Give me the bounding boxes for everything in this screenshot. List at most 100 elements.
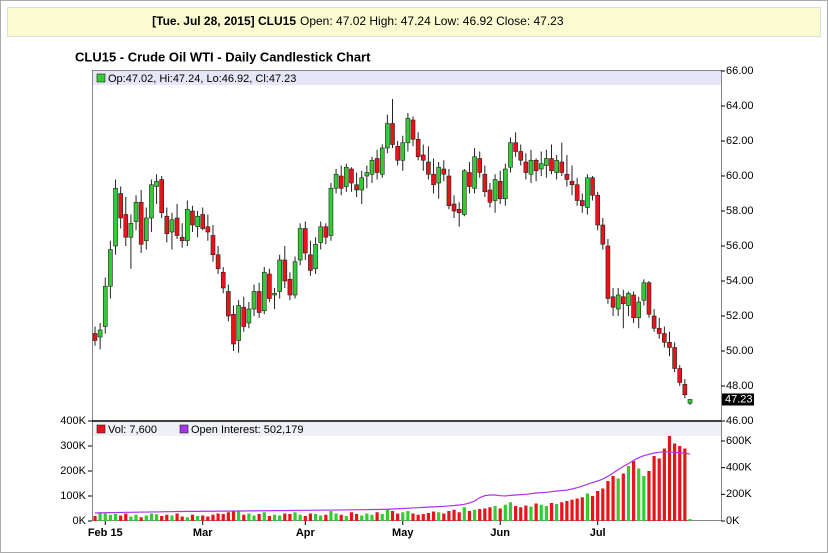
candle-body <box>467 172 472 187</box>
candle-body <box>118 193 123 219</box>
quote-banner <box>7 7 821 37</box>
volume-bar <box>185 517 189 521</box>
volume-bar <box>673 443 677 521</box>
candle-body <box>631 294 636 319</box>
volume-bar <box>411 513 415 521</box>
candle-body <box>636 301 642 319</box>
volume-bar <box>365 513 369 521</box>
candle-body <box>210 235 216 256</box>
y-tick-label: 66.00 <box>726 65 754 77</box>
candle-body <box>344 166 349 187</box>
candle-body <box>605 245 611 299</box>
candle-body <box>477 158 482 173</box>
price-legend: Op:47.02, Hi:47.24, Lo:46.92, Cl:47.23 <box>108 73 296 85</box>
volume-bar <box>457 512 461 521</box>
volume-bar <box>303 516 307 521</box>
volume-bar <box>585 493 590 521</box>
candle-body <box>544 158 549 166</box>
candle-body <box>574 184 580 201</box>
candle-body <box>451 203 457 212</box>
volume-bar <box>426 513 431 521</box>
legend-swatch <box>96 424 106 434</box>
y2-tick-label: 0K <box>726 515 740 527</box>
candle-body <box>128 222 134 238</box>
volume-bar <box>642 476 646 521</box>
candle-body <box>621 296 626 305</box>
candle-body <box>482 173 488 193</box>
x-tick-label: May <box>392 527 414 539</box>
candle-body <box>385 123 390 149</box>
volume-bar <box>467 511 472 521</box>
legend-entry: Open Interest: 502,179 <box>191 424 304 436</box>
candle-body <box>113 187 118 247</box>
volume-bar <box>667 436 672 521</box>
volume-bar <box>319 515 323 521</box>
legend-entry: Vol: 7,600 <box>108 424 157 436</box>
candle-body <box>297 228 303 261</box>
candle-body <box>549 158 554 172</box>
candle-body <box>641 282 647 301</box>
candle-body <box>523 161 529 173</box>
volume-bar <box>637 468 641 521</box>
y2-tick-label: 200K <box>726 488 752 500</box>
volume-bar <box>247 513 251 521</box>
volume-bar <box>308 513 313 521</box>
volume-bar <box>385 509 389 521</box>
open-interest-line <box>94 451 691 514</box>
candle-body <box>328 187 334 236</box>
volume-bar <box>442 513 446 521</box>
volume-bar <box>462 507 466 521</box>
volume-bar <box>406 511 410 521</box>
candle-body <box>123 214 129 238</box>
volume-bar <box>354 514 359 521</box>
candle-body <box>92 333 98 341</box>
candle-body <box>318 226 323 243</box>
volume-bar <box>201 515 205 521</box>
volume-bar <box>124 513 128 521</box>
volume-bar <box>262 512 266 521</box>
candle-body <box>487 189 493 203</box>
volume-bar <box>488 507 492 521</box>
volume-bar <box>103 513 107 521</box>
volume-bar <box>216 513 220 521</box>
volume-bar <box>437 512 441 521</box>
candle-body <box>677 368 683 383</box>
candle-body <box>215 254 221 270</box>
x-tick-label: Apr <box>296 527 316 539</box>
candle-body <box>533 159 539 172</box>
volume-bar <box>139 517 143 521</box>
volume-bar <box>149 513 154 521</box>
candle-body <box>138 201 144 245</box>
volume-bar <box>596 491 600 521</box>
volume-bar <box>344 516 348 521</box>
volume-bar <box>231 511 236 521</box>
candle-body <box>277 259 282 292</box>
y-tick-label: 400K <box>60 415 86 427</box>
candle-body <box>333 173 339 189</box>
volume-bar <box>252 515 256 521</box>
candle-body <box>626 292 631 306</box>
volume-bar <box>416 514 420 521</box>
volume-bar <box>514 506 518 521</box>
volume-bar <box>278 515 282 521</box>
candle-body <box>97 329 103 338</box>
candle-body <box>102 285 108 327</box>
volume-bar <box>349 512 354 521</box>
last-price-label: 47.23 <box>725 393 753 405</box>
candle-body <box>395 145 400 161</box>
candle-body <box>410 119 416 140</box>
candle-body <box>205 226 211 233</box>
candle-body <box>651 315 657 329</box>
volume-bar <box>478 509 482 521</box>
candle-body <box>267 273 272 299</box>
volume-bar <box>113 514 118 521</box>
candle-body <box>569 180 575 186</box>
candle-body <box>662 333 667 343</box>
candle-body <box>431 173 436 186</box>
candle-body <box>564 173 570 180</box>
volume-bar <box>119 515 123 521</box>
volume-bar <box>616 478 620 521</box>
volume-bar <box>257 514 261 521</box>
candle-body <box>462 170 467 215</box>
candle-body <box>149 184 154 219</box>
